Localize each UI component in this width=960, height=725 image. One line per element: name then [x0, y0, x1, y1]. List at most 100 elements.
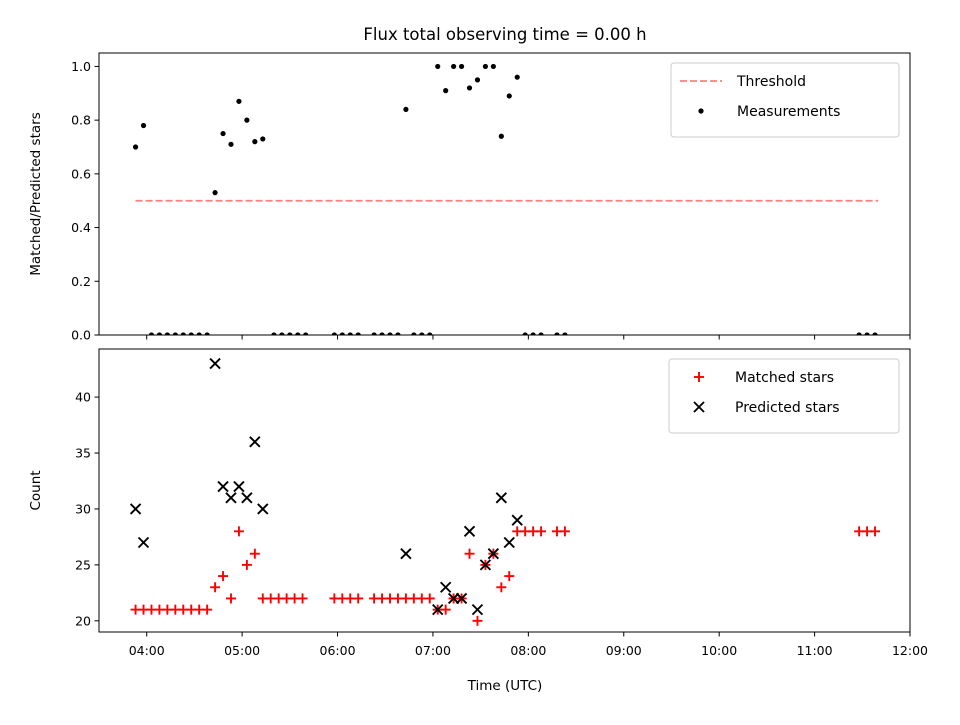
measurement-point — [506, 93, 512, 99]
legend-predicted-stroke-b — [693, 401, 705, 413]
predicted-star-point — [439, 581, 452, 593]
measurement-point — [295, 332, 301, 335]
matched-star-point — [297, 593, 308, 604]
measurement-point — [443, 88, 449, 94]
y-tick-label: 40 — [75, 390, 91, 405]
predicted-star-point — [400, 548, 412, 560]
measurement-point — [482, 63, 489, 70]
x-tick-label: 12:00 — [892, 643, 928, 658]
predicted-star-stroke-b — [479, 559, 492, 571]
predicted-star-stroke-b — [511, 514, 523, 526]
measurement-point — [498, 133, 504, 139]
predicted-star-stroke-b — [455, 592, 468, 605]
predicted-star-stroke-b — [233, 480, 245, 493]
measurement-point — [172, 332, 178, 335]
matched-star-point — [225, 593, 236, 604]
measurement-point — [260, 136, 266, 142]
predicted-star-point — [455, 592, 468, 605]
plot-area — [129, 357, 881, 626]
measurement-point — [279, 332, 285, 335]
predicted-star-stroke-b — [249, 436, 261, 448]
measurement-point — [303, 332, 309, 335]
measurement-point — [140, 122, 147, 129]
x-tick-label: 04:00 — [129, 643, 165, 658]
measurement-point — [458, 63, 465, 70]
legend-matched-swatch — [694, 372, 704, 382]
legend-label: Measurements — [737, 104, 840, 120]
y-tick-label: 0.8 — [71, 113, 91, 128]
x-tick-label: 08:00 — [510, 643, 546, 658]
measurement-point — [371, 332, 377, 335]
legend-label: Predicted stars — [735, 400, 840, 416]
legend-measurement-swatch — [698, 108, 704, 114]
predicted-star-point — [432, 603, 444, 616]
x-axis-label: Time (UTC) — [467, 678, 543, 694]
predicted-star-point — [249, 436, 261, 448]
measurement-point — [271, 332, 277, 335]
matched-star-point — [559, 526, 570, 537]
measurement-point — [562, 332, 568, 335]
predicted-star-point — [479, 559, 492, 571]
measurement-point — [236, 98, 242, 104]
predicted-star-point — [137, 536, 150, 549]
predicted-star-stroke-b — [241, 492, 253, 504]
measurement-point — [228, 141, 234, 147]
predicted-star-stroke-b — [439, 581, 452, 593]
chart-title: Flux total observing time = 0.00 h — [363, 25, 646, 44]
predicted-star-point — [241, 492, 253, 504]
predicted-star-stroke-b — [503, 536, 515, 549]
matched-star-point — [233, 526, 244, 537]
y-tick-label: 0.0 — [71, 328, 91, 343]
x-tick-label: 11:00 — [797, 643, 833, 658]
matched-star-point — [249, 548, 260, 559]
x-tick-label: 10:00 — [701, 643, 737, 658]
matched-star-point — [440, 604, 451, 615]
predicted-star-stroke-b — [495, 492, 507, 504]
predicted-star-stroke-b — [432, 603, 444, 616]
matched-star-point — [202, 604, 213, 615]
measurement-point — [204, 332, 210, 335]
y-tick-label: 0.6 — [71, 166, 91, 181]
matched-star-point — [241, 559, 252, 570]
measurement-point — [347, 332, 353, 335]
measurement-point — [530, 332, 536, 335]
bottom-panel: 04:00 05:00 06:00 07:00 08:00 09:00 10:00 11:00… — [28, 348, 928, 658]
y-tick-label: 1.0 — [71, 59, 91, 74]
measurement-point — [872, 332, 878, 335]
matched-star-point — [353, 593, 364, 604]
measurement-point — [474, 77, 481, 83]
measurement-point — [188, 332, 194, 335]
measurement-point — [148, 332, 155, 335]
y-tick-label: 25 — [75, 557, 91, 572]
predicted-star-stroke-b — [225, 492, 237, 504]
matched-star-point — [218, 571, 229, 582]
legend: Matched stars Predicted stars — [668, 358, 900, 434]
predicted-star-point — [511, 514, 523, 526]
measurement-point — [427, 332, 433, 335]
measurement-point — [419, 332, 425, 335]
legend: Threshold Measurements — [670, 62, 900, 138]
y-tick-label: 20 — [75, 613, 91, 628]
y-axis-label: Matched/Predicted stars — [28, 112, 44, 275]
predicted-star-stroke-b — [400, 548, 412, 560]
top-panel: 0.0 0.2 0.4 0.6 0.8 1.0 Matched/Predicted star… — [28, 52, 911, 343]
x-tick-label: 06:00 — [320, 643, 356, 658]
measurement-point — [490, 63, 496, 70]
measurement-point — [856, 332, 862, 335]
measurement-point — [196, 332, 202, 335]
legend-predicted-swatch — [693, 401, 705, 413]
measurement-point — [554, 332, 560, 335]
measurement-point — [514, 74, 520, 80]
matched-star-point — [464, 548, 475, 559]
y-tick-label: 0.4 — [71, 220, 91, 235]
measurement-point — [339, 332, 345, 335]
matched-star-point — [472, 615, 483, 626]
measurement-point — [864, 332, 870, 335]
legend-label: Threshold — [736, 74, 806, 90]
predicted-star-stroke-b — [471, 603, 484, 616]
matched-star-point — [870, 526, 881, 537]
measurement-point — [379, 332, 385, 335]
x-tick-label: 09:00 — [606, 643, 642, 658]
measurement-point — [164, 332, 170, 335]
